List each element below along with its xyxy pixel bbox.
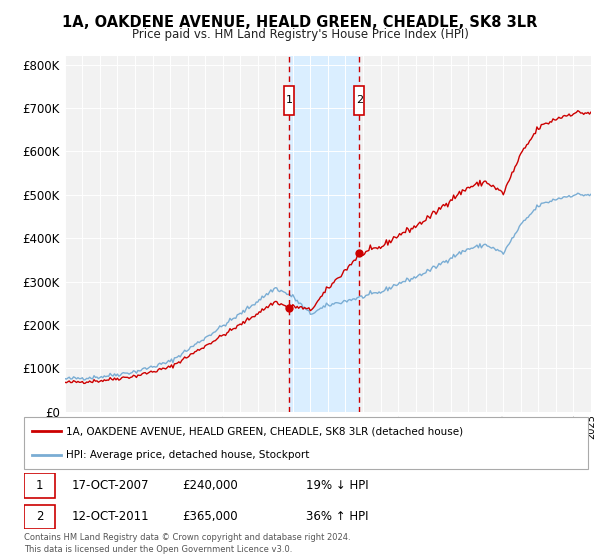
Bar bbox=[24, 505, 55, 529]
Text: 2: 2 bbox=[36, 510, 43, 524]
Text: 12-OCT-2011: 12-OCT-2011 bbox=[72, 510, 149, 524]
Text: HPI: Average price, detached house, Stockport: HPI: Average price, detached house, Stoc… bbox=[66, 450, 310, 460]
Text: 1: 1 bbox=[36, 479, 43, 492]
Text: 1A, OAKDENE AVENUE, HEALD GREEN, CHEADLE, SK8 3LR (detached house): 1A, OAKDENE AVENUE, HEALD GREEN, CHEADLE… bbox=[66, 426, 463, 436]
Text: £240,000: £240,000 bbox=[182, 479, 238, 492]
Text: 17-OCT-2007: 17-OCT-2007 bbox=[72, 479, 149, 492]
Text: Price paid vs. HM Land Registry's House Price Index (HPI): Price paid vs. HM Land Registry's House … bbox=[131, 28, 469, 41]
Text: 36% ↑ HPI: 36% ↑ HPI bbox=[306, 510, 368, 524]
Bar bbox=[289, 56, 359, 412]
Bar bbox=[284, 86, 294, 115]
Text: 1A, OAKDENE AVENUE, HEALD GREEN, CHEADLE, SK8 3LR: 1A, OAKDENE AVENUE, HEALD GREEN, CHEADLE… bbox=[62, 15, 538, 30]
Text: Contains HM Land Registry data © Crown copyright and database right 2024.
This d: Contains HM Land Registry data © Crown c… bbox=[24, 533, 350, 554]
Text: £365,000: £365,000 bbox=[182, 510, 238, 524]
Bar bbox=[24, 473, 55, 498]
Text: 19% ↓ HPI: 19% ↓ HPI bbox=[306, 479, 368, 492]
Bar bbox=[355, 86, 364, 115]
Text: 2: 2 bbox=[356, 95, 363, 105]
Text: 1: 1 bbox=[286, 95, 293, 105]
